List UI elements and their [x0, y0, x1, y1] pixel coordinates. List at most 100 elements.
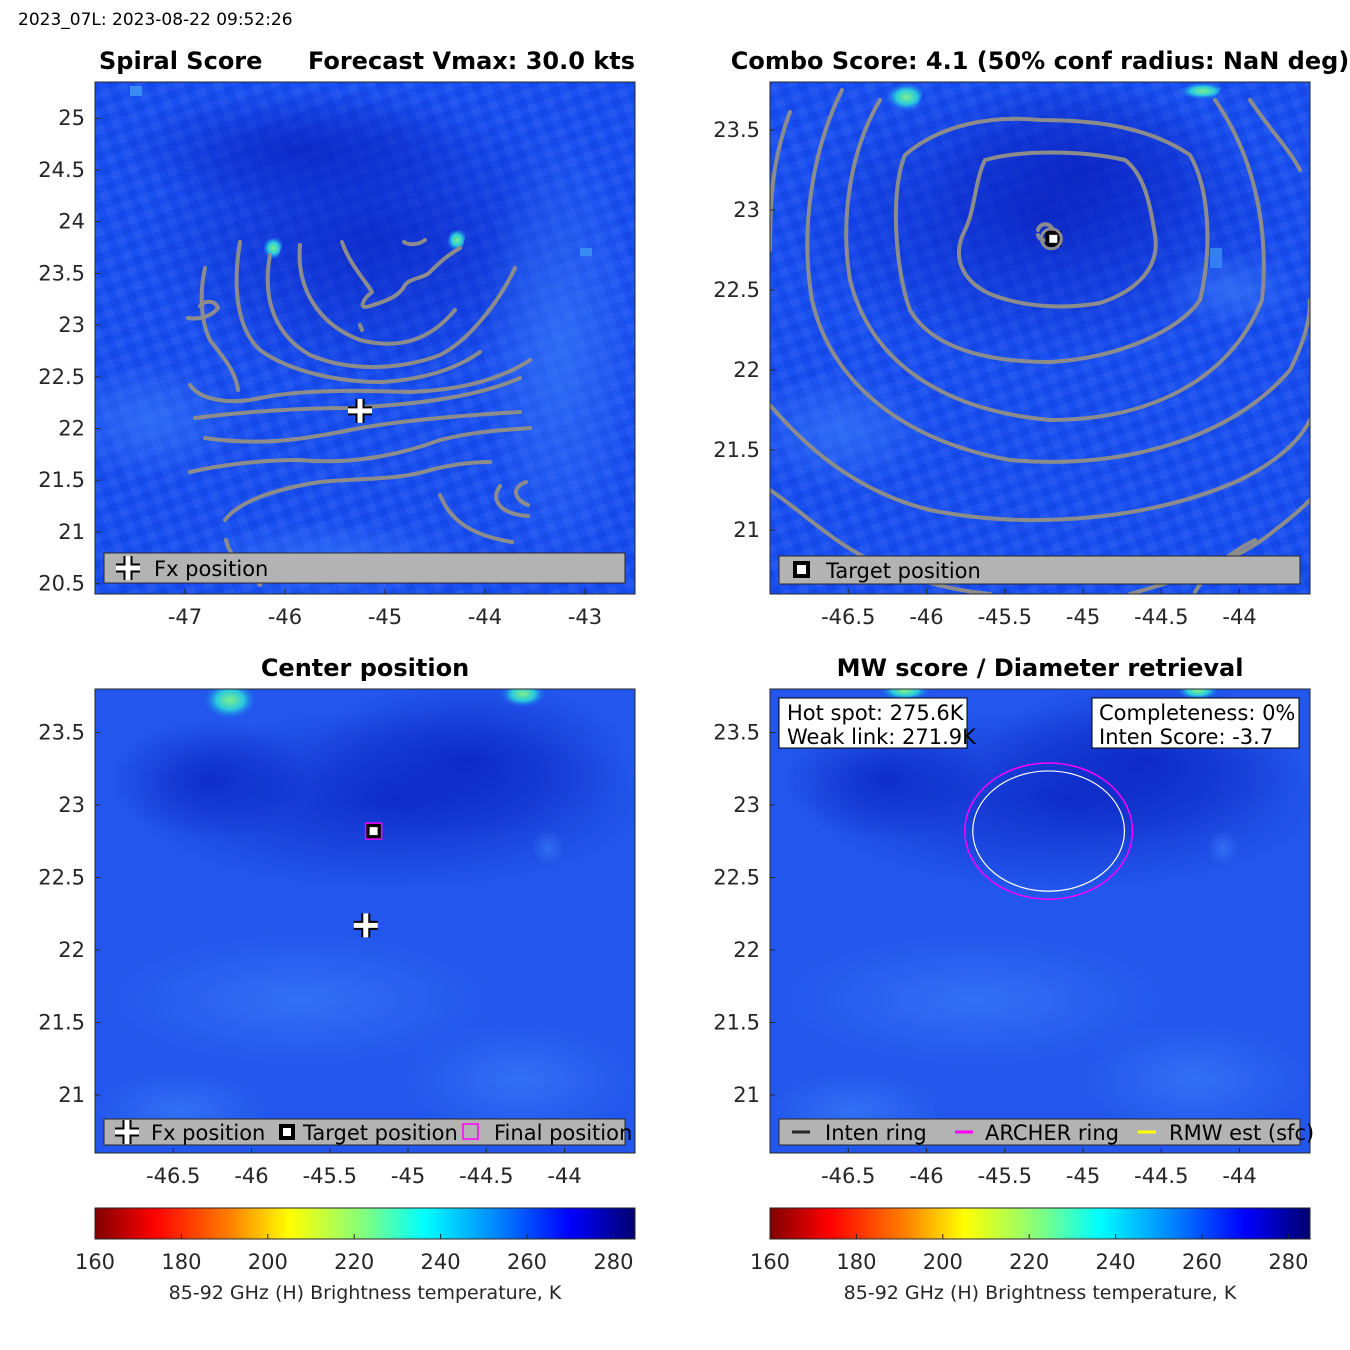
x-tick-label: -45	[391, 1164, 425, 1188]
colorbar-tick-label: 240	[1096, 1250, 1136, 1274]
figure-header: 2023_07L: 2023-08-22 09:52:26	[18, 10, 293, 30]
x-tick-label: -44.5	[459, 1164, 513, 1188]
x-tick-label: -46	[909, 605, 943, 629]
mw-legend-inten-label: Inten ring	[825, 1121, 927, 1145]
center-markers	[353, 822, 383, 938]
x-tick-label: -44	[1222, 1164, 1256, 1188]
colorbar-right-ticks: 160 180 200 220 240 260 280	[750, 1234, 1308, 1274]
spiral-score-panel: Spiral Score Forecast Vmax: 30.0 kts -47…	[38, 47, 636, 629]
y-tick-label: 22	[58, 938, 85, 962]
colorbar-tick-label: 180	[836, 1250, 876, 1274]
y-tick-label: 23.5	[713, 118, 760, 142]
mw-score-panel: MW score / Diameter retrieval -46.5 -46 -4…	[713, 654, 1314, 1189]
y-tick-label: 21.5	[38, 1011, 85, 1035]
y-tick-label: 22	[58, 417, 85, 441]
y-tick-label: 23	[733, 793, 760, 817]
mw-info-left: Hot spot: 275.6K Weak link: 271.9K	[778, 697, 977, 749]
combo-title: Combo Score: 4.1 (50% conf radius: NaN d…	[731, 47, 1350, 75]
colorbar-tick-label: 160	[750, 1250, 790, 1274]
x-tick-label: -46	[909, 1164, 943, 1188]
x-tick-label: -45	[368, 605, 402, 629]
mw-legend: Inten ring ARCHER ring RMW est (sfc)	[778, 1118, 1314, 1146]
x-tick-label: -46.5	[146, 1164, 200, 1188]
mw-legend-archer-label: ARCHER ring	[985, 1121, 1119, 1145]
y-tick-label: 22	[733, 938, 760, 962]
combo-axes: -46.5 -46 -45.5 -45 -44.5 -44 23.5 23 22.5 22 21.5…	[713, 118, 1256, 629]
x-tick-label: -46	[268, 605, 302, 629]
mw-field	[770, 689, 1310, 1153]
mw-title: MW score / Diameter retrieval	[837, 654, 1244, 682]
colorbar-tick-label: 260	[507, 1250, 547, 1274]
mw-axes: -46.5 -46 -45.5 -45 -44.5 -44 23.5 23 22.5 22 21.5…	[713, 721, 1256, 1189]
y-tick-label: 22	[733, 358, 760, 382]
x-tick-label: -43	[568, 605, 602, 629]
x-tick-label: -46	[234, 1164, 268, 1188]
y-tick-label: 20.5	[38, 572, 85, 596]
colorbar-tick-label: 220	[1009, 1250, 1049, 1274]
x-tick-label: -44	[547, 1164, 581, 1188]
center-legend-fx-label: Fx position	[151, 1121, 265, 1145]
combo-field	[770, 82, 1310, 594]
combo-inner-contour	[1039, 227, 1063, 251]
final-position-marker	[364, 822, 383, 840]
target-position-marker	[365, 823, 382, 840]
center-legend-final-label: Final position	[494, 1121, 632, 1145]
x-tick-label: -44	[1222, 605, 1256, 629]
y-tick-label: 22.5	[38, 866, 85, 890]
x-tick-label: -46.5	[821, 605, 875, 629]
colorbar-left: 160 180 200 220 240 260 280 85-92 GHz (H) Brig…	[75, 1207, 636, 1304]
inten-ring	[972, 770, 1126, 892]
combo-score-panel: Combo Score: 4.1 (50% conf radius: NaN d…	[713, 47, 1349, 629]
colorbar-right: 160 180 200 220 240 260 280 85-92 GHz (H) Brig…	[750, 1207, 1311, 1304]
x-tick-label: -45.5	[303, 1164, 357, 1188]
y-tick-label: 23.5	[38, 721, 85, 745]
combo-legend-label: Target position	[825, 559, 981, 583]
colorbar-tick-label: 200	[923, 1250, 963, 1274]
center-axes: -46.5 -46 -45.5 -45 -44.5 -44 23.5 23 22.5 22 21.5…	[38, 721, 581, 1189]
center-legend: Fx position Target position Final positi…	[103, 1118, 632, 1146]
y-tick-label: 21.5	[713, 438, 760, 462]
x-tick-label: -45	[1066, 1164, 1100, 1188]
y-tick-label: 24	[58, 210, 85, 234]
target-position-legend-icon	[793, 561, 810, 578]
combo-contours	[770, 88, 1310, 594]
y-tick-label: 24.5	[38, 158, 85, 182]
spiral-contours	[186, 238, 532, 587]
spiral-title-left: Spiral Score	[99, 47, 262, 75]
fx-position-marker	[348, 398, 372, 423]
spiral-markers	[348, 398, 372, 423]
colorbar-tick-label: 240	[421, 1250, 461, 1274]
y-tick-label: 23.5	[38, 261, 85, 285]
y-tick-label: 23	[58, 313, 85, 337]
y-tick-label: 21.5	[38, 468, 85, 492]
mw-rings	[963, 762, 1134, 900]
y-tick-label: 21	[58, 1083, 85, 1107]
x-tick-label: -45.5	[978, 1164, 1032, 1188]
x-tick-label: -44.5	[1134, 605, 1188, 629]
y-tick-label: 21	[733, 1083, 760, 1107]
x-tick-label: -47	[168, 605, 202, 629]
spiral-field	[95, 82, 635, 594]
colorbar-right-label: 85-92 GHz (H) Brightness temperature, K	[844, 1282, 1237, 1304]
x-tick-label: -45.5	[978, 605, 1032, 629]
y-tick-label: 21	[733, 518, 760, 542]
y-tick-label: 22.5	[38, 365, 85, 389]
weak-link-text: Weak link: 271.9K	[787, 725, 977, 749]
colorbar-tick-label: 160	[75, 1250, 115, 1274]
mw-info-right: Completeness: 0% Inten Score: -3.7	[1091, 697, 1300, 749]
combo-legend: Target position	[778, 555, 1301, 585]
colorbar-left-ticks: 160 180 200 220 240 260 280	[75, 1234, 633, 1274]
spiral-legend-label: Fx position	[154, 557, 268, 581]
y-tick-label: 22.5	[713, 278, 760, 302]
colorbar-tick-label: 260	[1182, 1250, 1222, 1274]
colorbar-tick-label: 180	[161, 1250, 201, 1274]
x-tick-label: -44	[468, 605, 502, 629]
mw-legend-rmw-label: RMW est (sfc)	[1169, 1121, 1314, 1145]
final-position-legend-icon	[462, 1123, 479, 1140]
y-tick-label: 23	[733, 198, 760, 222]
colorbar-tick-label: 220	[334, 1250, 374, 1274]
fx-position-legend-icon	[116, 556, 140, 580]
center-position-panel: Center position -46.5 -46 -45.5 -45 -44.5 -44…	[38, 654, 636, 1189]
x-tick-label: -44.5	[1134, 1164, 1188, 1188]
center-title: Center position	[261, 654, 469, 682]
